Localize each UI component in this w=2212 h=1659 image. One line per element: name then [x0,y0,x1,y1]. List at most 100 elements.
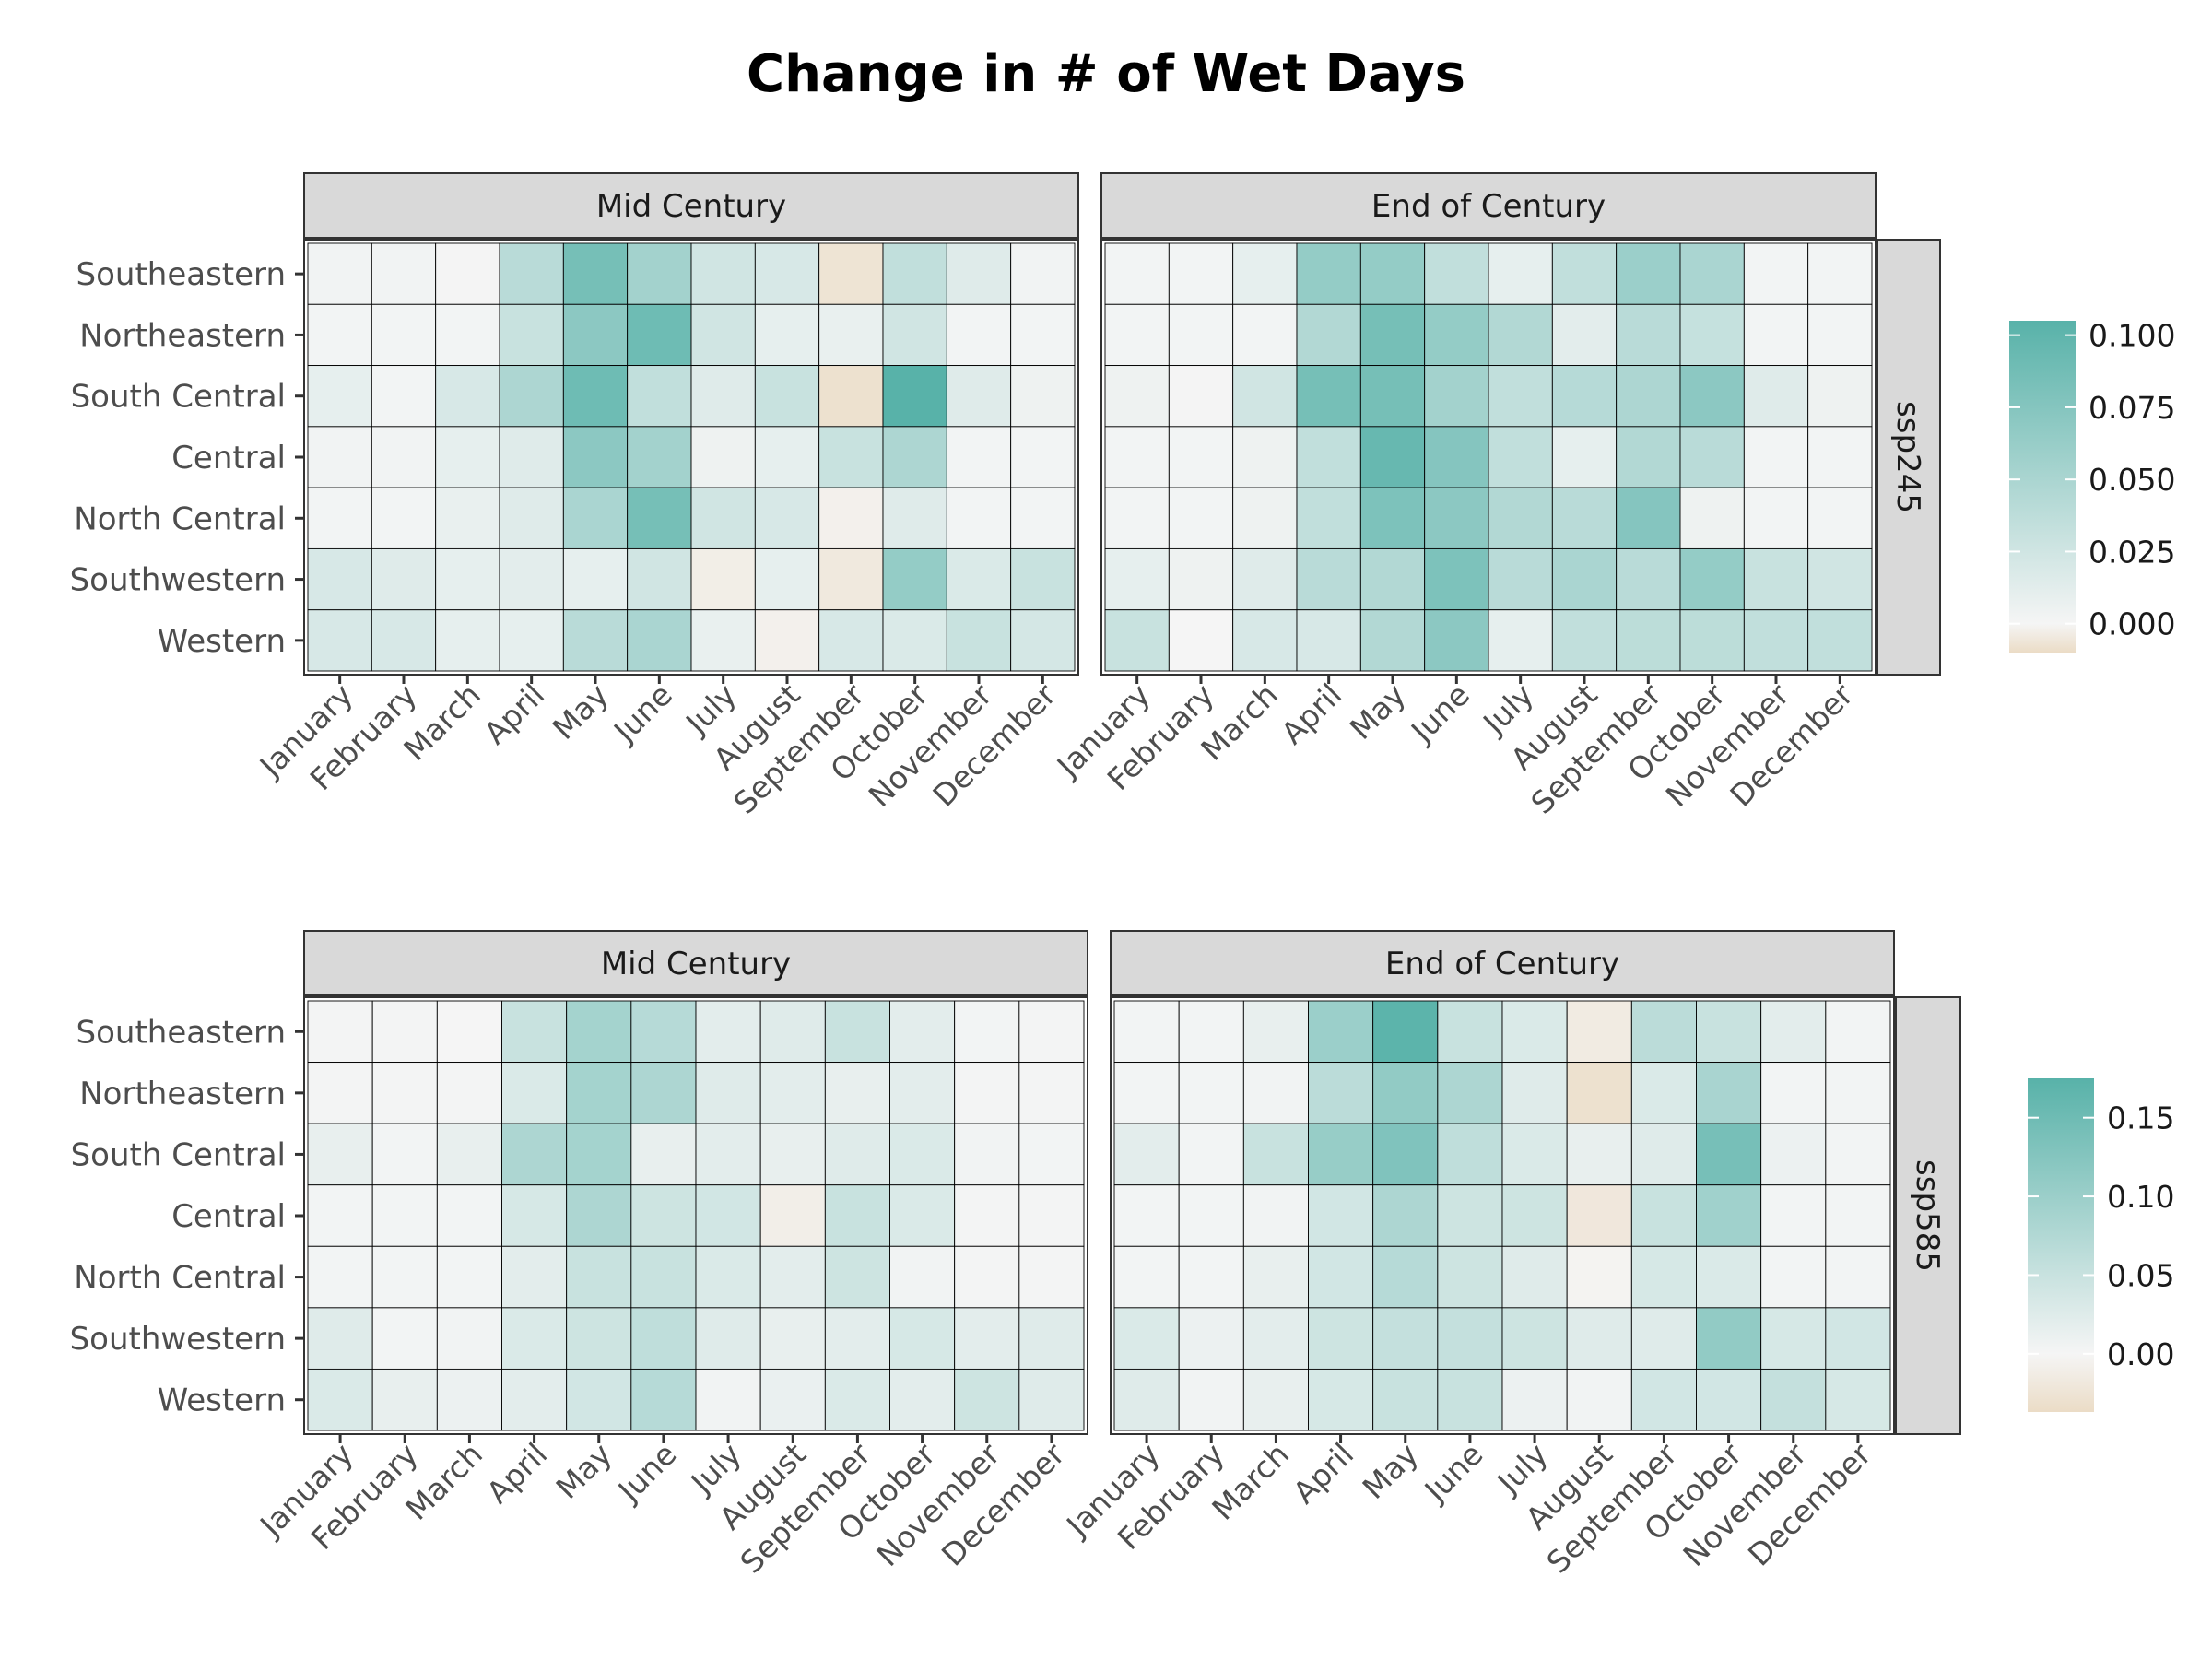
heatmap-cell [1566,1307,1632,1370]
heatmap-cell [1168,242,1234,305]
heatmap-cell [1232,609,1298,672]
heatmap-cell [759,1123,826,1186]
x-tick-label: April [1286,1436,1360,1511]
heatmap-cell [1018,1368,1085,1431]
heatmap-cell [1825,1307,1891,1370]
y-tick-label: Central [171,440,286,477]
heatmap-cell [371,426,437,488]
heatmap-cell [1551,547,1618,611]
heatmap-cell [1104,487,1170,549]
heatmap-cell [501,1368,568,1431]
heatmap-cell [566,1245,632,1309]
heatmap-cell [562,547,629,611]
heatmap-cell [1372,1184,1439,1247]
x-tick-label: May [546,677,616,747]
heatmap-cell [1696,1184,1762,1247]
heatmap-cell [501,1000,568,1064]
heatmap-cell [1018,1062,1085,1124]
heatmap-cell [954,1184,1020,1247]
heatmap-cell [690,365,756,428]
heatmap-cell [1437,1307,1503,1370]
heatmap-cell [630,1368,697,1431]
heatmap-cell [1488,303,1553,367]
heatmap-cell [1566,1245,1632,1309]
heatmap-cell [1679,547,1745,611]
heatmap-cell [501,1062,568,1124]
heatmap-cell [1679,242,1745,305]
heatmap-cell [1168,547,1234,611]
heatmap-cell [1242,1062,1309,1124]
heatmap-cell [1807,487,1873,549]
heatmap-cell [1104,303,1170,367]
heatmap-cell [754,242,820,305]
facet-strip [1110,930,1895,996]
page-title: Change in # of Wet Days [747,44,1465,104]
heatmap-cell [436,1123,502,1186]
heatmap-cell [818,303,884,367]
heatmap-cell [307,365,372,428]
heatmap-cell [436,1307,502,1370]
heatmap-cell [1018,1123,1085,1186]
heatmap-cell [824,1062,890,1124]
heatmap-cell [1807,547,1873,611]
heatmap-cell [1296,487,1361,549]
heatmap-cell [1372,1000,1439,1064]
heatmap-cell [499,609,564,672]
heatmap-cell [1566,1368,1632,1431]
heatmap-cell [1616,547,1681,611]
heatmap-cell [1616,426,1681,488]
heatmap-cell [1424,365,1489,428]
heatmap-cell [435,365,500,428]
heatmap-cell [1679,426,1745,488]
heatmap-cell [1178,1000,1244,1064]
facet-strip [1100,172,1877,239]
heatmap-cell [371,242,437,305]
heatmap-cell [1178,1307,1244,1370]
heatmap-cell [824,1184,890,1247]
heatmap-cell [1437,1245,1503,1309]
heatmap-cell [501,1245,568,1309]
heatmap-cell [695,1245,761,1309]
heatmap-cell [435,242,500,305]
heatmap-cell [1696,1062,1762,1124]
heatmap-cell [1168,487,1234,549]
heatmap-cell [1807,303,1873,367]
y-tick-label: South Central [71,1136,286,1173]
heatmap-cell [1113,1000,1180,1064]
heatmap-cell [946,242,1012,305]
heatmap-cell [759,1368,826,1431]
heatmap-cell [818,365,884,428]
y-tick-label: North Central [74,500,286,537]
legend-tick-label: 0.000 [2088,606,2175,642]
heatmap-cell [1372,1245,1439,1309]
heatmap-cell [1679,487,1745,549]
heatmap-cell [1825,1368,1891,1431]
heatmap-cell [1743,547,1809,611]
heatmap-cell [889,1368,956,1431]
facet-strip [303,930,1088,996]
heatmap-cell [695,1123,761,1186]
heatmap-cell [818,242,884,305]
heatmap-cell [1113,1062,1180,1124]
heatmap-cell [1232,547,1298,611]
heatmap-cell [307,1184,373,1247]
y-tick-label: Southwestern [70,1321,286,1358]
legend-colorbar [2009,321,2076,653]
heatmap-cell [1359,547,1426,611]
heatmap-cell [1242,1307,1309,1370]
heatmap-cell [1501,1245,1568,1309]
heatmap-cell [1178,1123,1244,1186]
heatmap-cell [1372,1368,1439,1431]
heatmap-cell [627,365,692,428]
legend-tick-label: 0.050 [2088,462,2175,498]
heatmap-cell [1424,303,1489,367]
heatmap-cell [1113,1307,1180,1370]
heatmap-cell [1630,1245,1697,1309]
y-tick-label: South Central [71,379,286,416]
legend-tick-label: 0.025 [2088,534,2175,570]
heatmap-cell [1488,365,1553,428]
heatmap-cell [695,1000,761,1064]
heatmap-cell [1807,242,1873,305]
heatmap-cell [889,1062,956,1124]
